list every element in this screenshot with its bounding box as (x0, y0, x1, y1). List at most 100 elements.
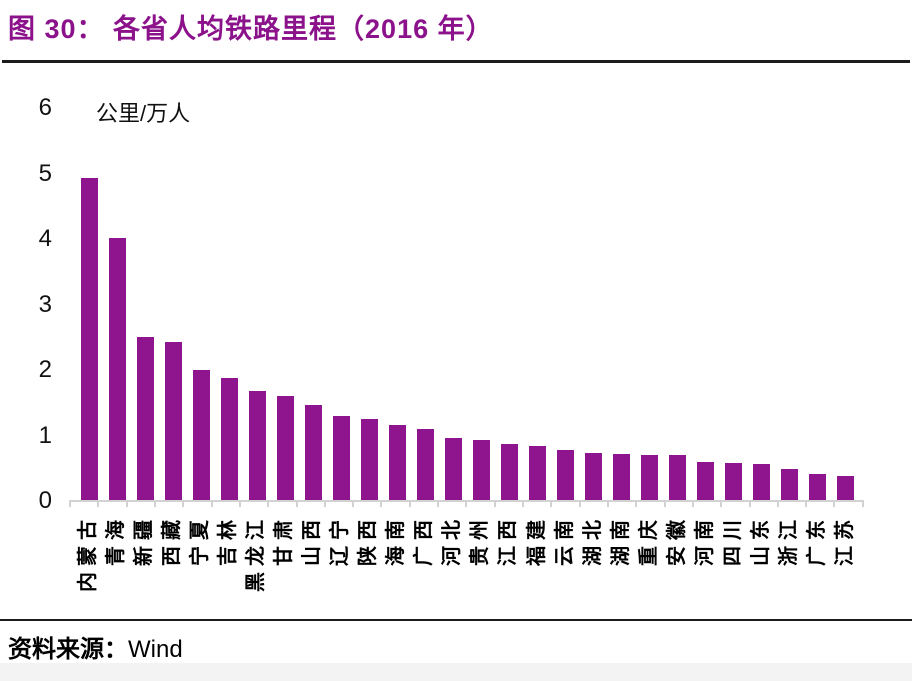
bar-slot (495, 107, 523, 500)
x-label-slot: 福建 (524, 511, 552, 617)
x-tick (776, 500, 779, 507)
bar-内蒙古 (80, 177, 98, 500)
x-label-slot: 黑龙江 (243, 511, 271, 617)
bar-贵州 (472, 440, 490, 500)
x-tick (238, 500, 241, 507)
x-label-slot: 云南 (552, 511, 580, 617)
bar-slot (748, 107, 776, 500)
x-tick (295, 500, 298, 507)
bar-甘肃 (276, 395, 294, 500)
x-tick-label: 河南 (693, 514, 716, 566)
y-tick-label: 2 (38, 356, 52, 383)
bar-辽宁 (332, 416, 350, 500)
bar-黑龙江 (248, 391, 266, 500)
x-label-slot: 江西 (495, 511, 523, 617)
x-tick (635, 500, 638, 507)
bar-安徽 (669, 455, 687, 500)
x-tick-label: 内蒙古 (77, 514, 100, 592)
bar-slot (608, 107, 636, 500)
x-label-slot: 青海 (103, 511, 131, 617)
bar-slot (804, 107, 832, 500)
bar-新疆 (136, 336, 154, 500)
x-tick-label: 湖北 (581, 514, 604, 566)
x-label-slot: 广东 (804, 511, 832, 617)
source-line: 资料来源：Wind (8, 629, 183, 664)
x-tick (125, 500, 128, 507)
x-tick (833, 500, 836, 507)
x-tick (805, 500, 808, 507)
y-tick-label: 4 (38, 225, 52, 252)
x-tick-label: 安徽 (665, 514, 688, 566)
bar-slot (159, 107, 187, 500)
x-axis-labels: 内蒙古 青海 新疆 西藏 宁夏 吉林 黑龙江 甘肃 山西 辽宁 陕西 海南 广西 河北 贵州 江西 福建 云南 湖北… (75, 511, 860, 617)
x-tick-label: 辽宁 (329, 514, 352, 566)
x-tick-label: 广西 (413, 514, 436, 566)
x-tick (465, 500, 468, 507)
bar-slot (131, 107, 159, 500)
bar-湖北 (585, 452, 603, 500)
bar-slot (75, 107, 103, 500)
plot-area (69, 107, 864, 507)
bar-山西 (304, 405, 322, 500)
x-label-slot: 山东 (748, 511, 776, 617)
x-tick-label: 江苏 (833, 514, 856, 566)
x-tick (69, 500, 71, 507)
x-tick (550, 500, 553, 507)
x-tick (267, 500, 270, 507)
bar-浙江 (781, 468, 799, 500)
x-tick (691, 500, 694, 507)
x-tick-label: 海南 (385, 514, 408, 566)
x-tick-label: 湖南 (609, 514, 632, 566)
y-tick-label: 6 (38, 94, 52, 121)
x-tick (578, 500, 581, 507)
x-label-slot: 甘肃 (271, 511, 299, 617)
x-label-slot: 贵州 (467, 511, 495, 617)
x-tick-label: 山西 (301, 514, 324, 566)
x-tick-label: 西藏 (161, 514, 184, 566)
x-axis-ticks (69, 500, 864, 507)
x-tick-label: 青海 (105, 514, 128, 566)
x-tick (380, 500, 383, 507)
bar-slot (524, 107, 552, 500)
x-tick-label: 云南 (553, 514, 576, 566)
x-label-slot: 广西 (411, 511, 439, 617)
bar-四川 (725, 462, 743, 500)
bar-slot (776, 107, 804, 500)
x-tick (663, 500, 666, 507)
bar-slot (187, 107, 215, 500)
x-tick (606, 500, 609, 507)
x-tick (182, 500, 185, 507)
x-label-slot: 吉林 (215, 511, 243, 617)
x-tick-label: 广东 (805, 514, 828, 566)
bar-slot (327, 107, 355, 500)
x-tick-label: 甘肃 (273, 514, 296, 566)
x-tick-label: 河北 (441, 514, 464, 566)
bar-slot (636, 107, 664, 500)
x-tick-label: 新疆 (133, 514, 156, 566)
bar-宁夏 (192, 370, 210, 500)
x-label-slot: 河北 (439, 511, 467, 617)
x-tick (352, 500, 355, 507)
x-label-slot: 新疆 (131, 511, 159, 617)
x-tick (153, 500, 156, 507)
bar-slot (439, 107, 467, 500)
bar-西藏 (164, 342, 182, 500)
x-label-slot: 河南 (692, 511, 720, 617)
bar-河北 (444, 437, 462, 500)
x-label-slot: 湖南 (608, 511, 636, 617)
x-tick-label: 贵州 (469, 514, 492, 566)
bar-陕西 (360, 419, 378, 500)
x-label-slot: 山西 (299, 511, 327, 617)
bar-slot (243, 107, 271, 500)
bar-slot (271, 107, 299, 500)
bar-slot (383, 107, 411, 500)
x-label-slot: 江苏 (832, 511, 860, 617)
bar-海南 (388, 425, 406, 500)
x-tick-label: 浙江 (777, 514, 800, 566)
bar-湖南 (613, 454, 631, 500)
figure-title: 图 30： 各省人均铁路里程（2016 年） (8, 14, 494, 44)
x-tick-label: 重庆 (637, 514, 660, 566)
bar-slot (411, 107, 439, 500)
source-label: 资料来源： (8, 637, 128, 663)
